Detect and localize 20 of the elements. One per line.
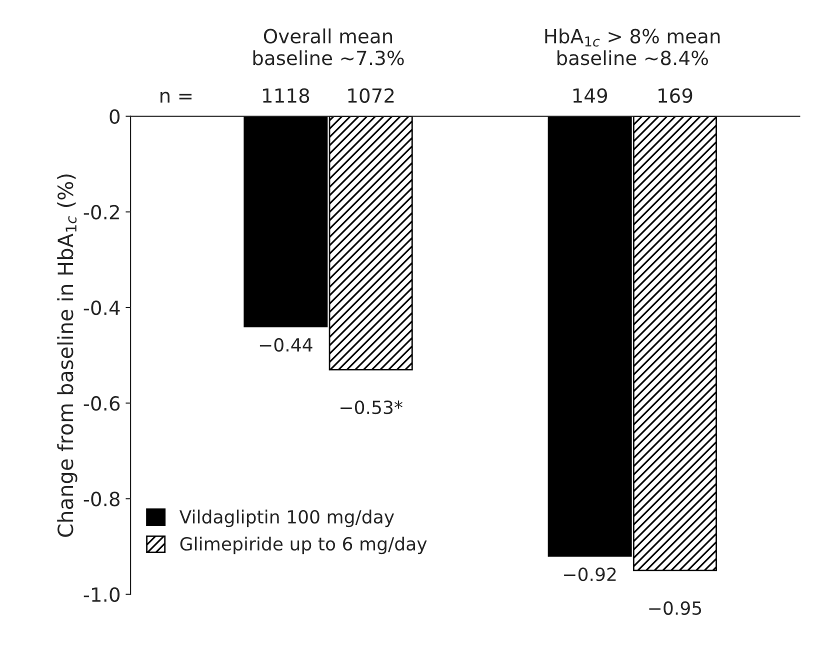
y-tick-label: -0.8 <box>84 492 120 506</box>
data-label: −0.53* <box>340 400 402 414</box>
text: n = <box>160 92 192 103</box>
text: 1072 <box>348 88 394 103</box>
x-tick-label: Overall mean baseline ~7.3% <box>253 28 404 66</box>
y-axis-title: Change from baseline in HbA$_{1c}$ (%) <box>57 174 78 537</box>
legend-label: Glimepiride up to 6 mg/day <box>180 536 427 554</box>
y-tick-label: -1.0 <box>84 587 120 602</box>
x-tick-label: HbA$_{1c}$ > 8% mean baseline ~8.4% <box>545 28 720 66</box>
y-tick-label: -0.4 <box>84 300 120 316</box>
y-tick-label: 0 <box>110 109 120 124</box>
data-label: −0.92 <box>564 568 616 582</box>
data-label: −0.44 <box>260 338 312 352</box>
y-tick-label: -0.2 <box>84 204 119 220</box>
y-tick-label: -0.6 <box>84 396 120 411</box>
text: 1118 <box>263 88 310 103</box>
data-label: −0.95 <box>649 601 702 615</box>
text: 149 <box>573 88 608 103</box>
legend-label: Vildagliptin 100 mg/day <box>179 510 394 528</box>
text: 169 <box>658 88 692 103</box>
